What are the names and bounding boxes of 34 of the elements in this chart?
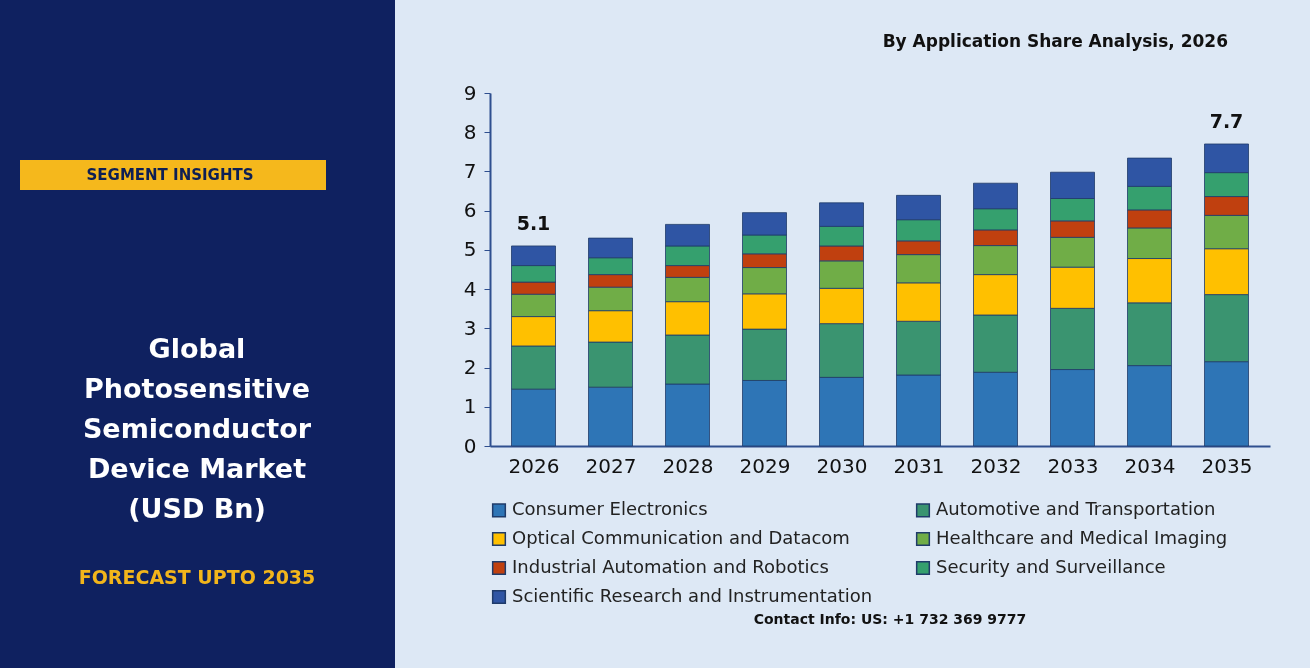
- x-tick-label: 2035: [1201, 453, 1253, 478]
- total-label: 7.7: [1209, 109, 1244, 132]
- y-tick-label: 6: [463, 198, 477, 223]
- y-tick-label: 7: [463, 158, 477, 183]
- y-tick-label: 4: [463, 276, 477, 301]
- x-tick-label: 2027: [585, 453, 637, 478]
- x-tick-label: 2026: [508, 453, 560, 478]
- x-tick-label: 2031: [893, 453, 945, 478]
- y-tick-label: 3: [463, 315, 477, 340]
- legend-label: Consumer Electronics: [512, 498, 708, 520]
- y-tick-label: 1: [463, 394, 477, 419]
- legend-label: Industrial Automation and Robotics: [512, 556, 829, 577]
- text: SEGMENT INSIGHTS: [86, 166, 254, 184]
- x-tick-label: 2030: [816, 453, 868, 478]
- y-tick-label: 2: [463, 355, 477, 380]
- text: Contact Info: US: +1 732 369 9777: [753, 611, 1027, 627]
- y-tick-label: 0: [463, 433, 477, 458]
- y-tick-label: 8: [463, 119, 477, 144]
- x-tick-label: 2028: [662, 453, 714, 478]
- legend-label: Optical Communication and Datacom: [512, 527, 850, 548]
- x-tick-label: 2033: [1047, 453, 1099, 478]
- legend-label: Automotive and Transportation: [936, 498, 1216, 520]
- x-tick-label: 2032: [970, 453, 1022, 478]
- text: Global Photosensitive Semiconductor Device Market (USD Bn): [82, 333, 312, 524]
- legend-label: Scientific Research and Instrumentation: [512, 585, 873, 606]
- x-tick-label: 2029: [739, 453, 791, 478]
- text: FORECAST UPTO 2035: [78, 566, 316, 588]
- legend-label: Security and Surveillance: [936, 556, 1166, 577]
- y-tick-label: 5: [463, 237, 477, 262]
- y-tick-label: 9: [463, 80, 477, 105]
- x-tick-label: 2034: [1124, 453, 1176, 478]
- chart-title: By Application Share Analysis, 2026: [882, 31, 1228, 51]
- legend-label: Healthcare and Medical Imaging: [936, 527, 1228, 548]
- total-label: 5.1: [516, 211, 551, 234]
